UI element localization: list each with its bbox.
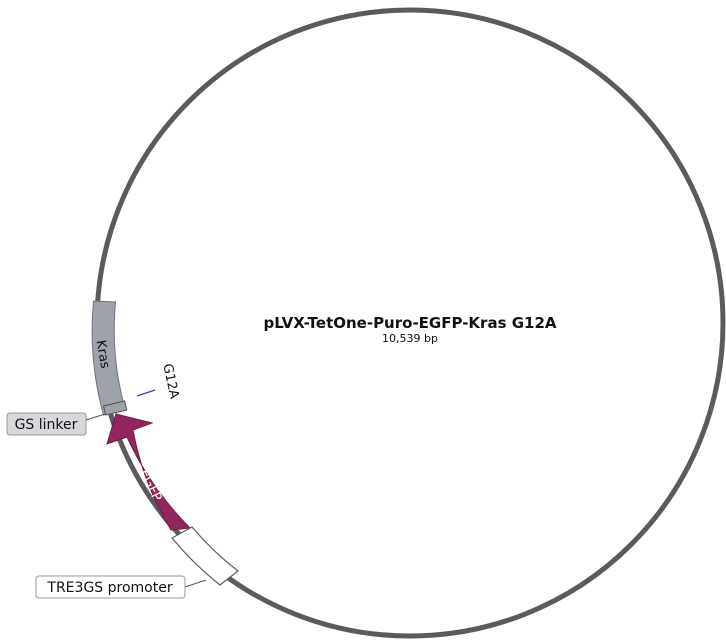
egfp-feature[interactable] [106,413,192,531]
plasmid-name: pLVX-TetOne-Puro-EGFP-Kras G12A [263,314,556,332]
tre3gs-leader [184,579,207,588]
plasmid-length: 10,539 bp [382,332,438,345]
gs-linker-feature[interactable] [102,400,128,416]
gs-linker-leader [85,413,106,421]
gs-linker-label: GS linker [15,417,78,433]
tre3gs-feature[interactable] [171,526,239,586]
g12a-site-tick [136,389,156,397]
tre3gs-callout-box [35,575,186,599]
kras-label: Kras [93,339,113,370]
g12a-site-label: G12A [159,362,181,400]
gs-linker-callout-box [6,412,87,436]
tre3gs-label: TRE3GS promoter [46,580,172,596]
